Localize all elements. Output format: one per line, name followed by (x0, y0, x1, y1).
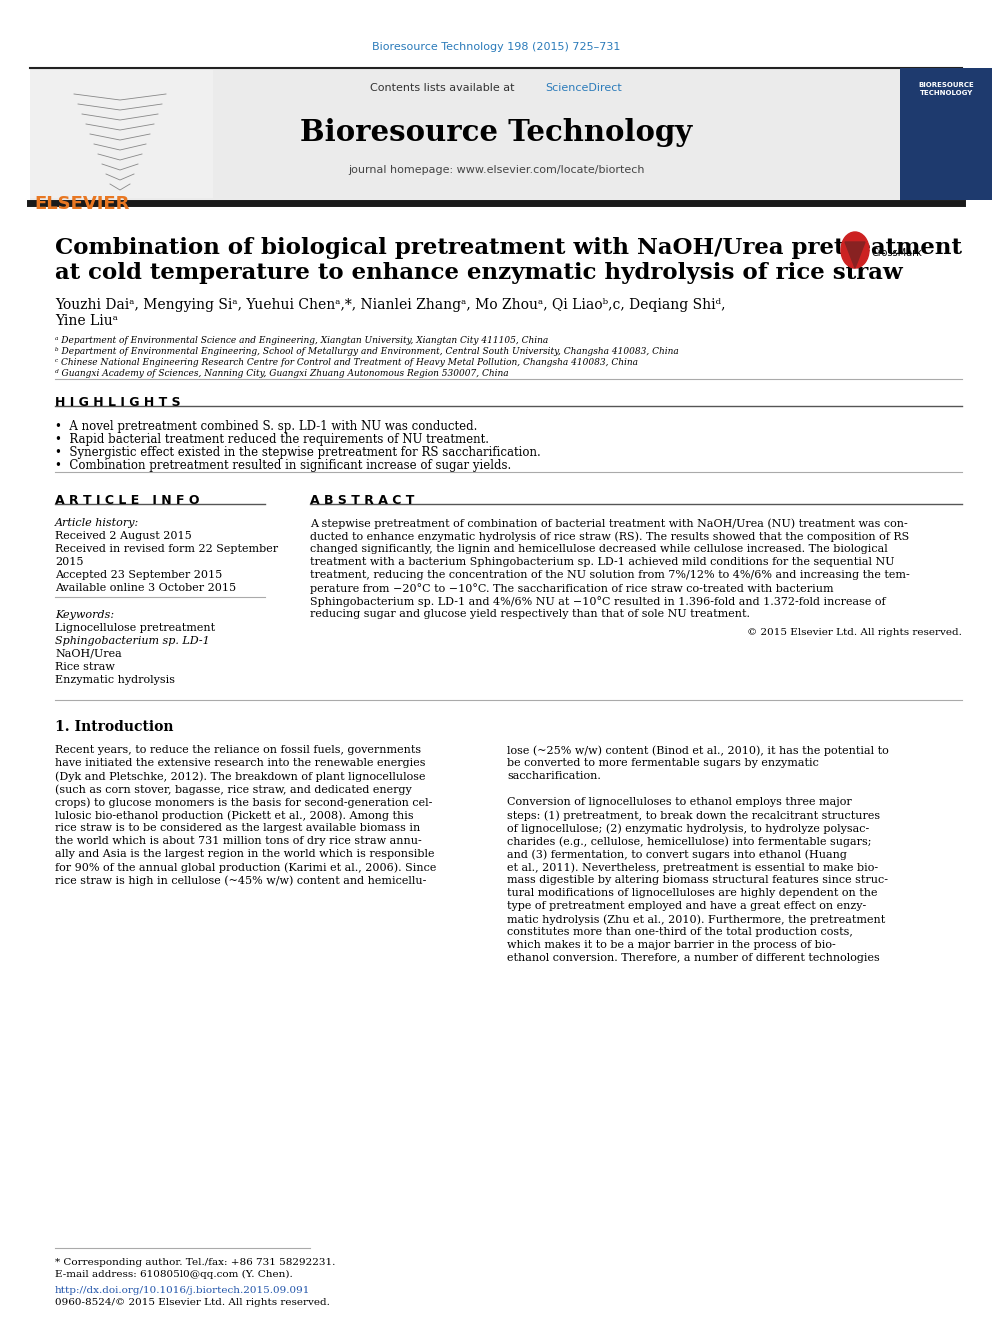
Text: Recent years, to reduce the reliance on fossil fuels, governments: Recent years, to reduce the reliance on … (55, 745, 422, 755)
Text: Accepted 23 September 2015: Accepted 23 September 2015 (55, 570, 222, 579)
Text: Sphingobacterium sp. LD-1: Sphingobacterium sp. LD-1 (55, 636, 209, 646)
Bar (30, 67, 962, 200)
Text: for 90% of the annual global production (Karimi et al., 2006). Since: for 90% of the annual global production … (55, 863, 436, 873)
Text: Keywords:: Keywords: (55, 610, 114, 620)
Text: type of pretreatment employed and have a great effect on enzy-: type of pretreatment employed and have a… (507, 901, 866, 912)
Text: Received in revised form 22 September: Received in revised form 22 September (55, 544, 278, 554)
Text: CrossMark: CrossMark (872, 247, 923, 258)
Text: treatment with a bacterium Sphingobacterium sp. LD-1 achieved mild conditions fo: treatment with a bacterium Sphingobacter… (310, 557, 895, 568)
Text: at cold temperature to enhance enzymatic hydrolysis of rice straw: at cold temperature to enhance enzymatic… (55, 262, 903, 284)
Text: http://dx.doi.org/10.1016/j.biortech.2015.09.091: http://dx.doi.org/10.1016/j.biortech.201… (55, 1286, 310, 1295)
Text: (such as corn stover, bagasse, rice straw, and dedicated energy: (such as corn stover, bagasse, rice stra… (55, 785, 412, 795)
Text: perature from −20°C to −10°C. The saccharification of rice straw co-treated with: perature from −20°C to −10°C. The saccha… (310, 583, 833, 594)
Text: lulosic bio-ethanol production (Pickett et al., 2008). Among this: lulosic bio-ethanol production (Pickett … (55, 810, 414, 820)
Text: steps: (1) pretreatment, to break down the recalcitrant structures: steps: (1) pretreatment, to break down t… (507, 810, 880, 820)
Text: ELSEVIER: ELSEVIER (35, 194, 130, 213)
Text: •  A novel pretreatment combined S. sp. LD-1 with NU was conducted.: • A novel pretreatment combined S. sp. L… (55, 419, 477, 433)
Text: and (3) fermentation, to convert sugars into ethanol (Huang: and (3) fermentation, to convert sugars … (507, 849, 847, 860)
Text: Received 2 August 2015: Received 2 August 2015 (55, 531, 191, 541)
Text: ᵈ Guangxi Academy of Sciences, Nanning City, Guangxi Zhuang Autonomous Region 53: ᵈ Guangxi Academy of Sciences, Nanning C… (55, 369, 509, 378)
Text: 1. Introduction: 1. Introduction (55, 720, 174, 734)
Text: H I G H L I G H T S: H I G H L I G H T S (55, 396, 181, 409)
Polygon shape (845, 242, 865, 269)
Text: ScienceDirect: ScienceDirect (545, 83, 622, 93)
Text: Article history:: Article history: (55, 519, 139, 528)
Text: Rice straw: Rice straw (55, 662, 115, 672)
Text: 2015: 2015 (55, 557, 83, 568)
Bar (900, 67, 992, 200)
Ellipse shape (841, 232, 869, 269)
Text: mass digestible by altering biomass structural features since struc-: mass digestible by altering biomass stru… (507, 875, 888, 885)
Text: lose (~25% w/w) content (Binod et al., 2010), it has the potential to: lose (~25% w/w) content (Binod et al., 2… (507, 745, 889, 755)
Text: the world which is about 731 million tons of dry rice straw annu-: the world which is about 731 million ton… (55, 836, 422, 845)
Text: •  Synergistic effect existed in the stepwise pretreatment for RS saccharificati: • Synergistic effect existed in the step… (55, 446, 541, 459)
Text: which makes it to be a major barrier in the process of bio-: which makes it to be a major barrier in … (507, 941, 835, 950)
Text: changed significantly, the lignin and hemicellulose decreased while cellulose in: changed significantly, the lignin and he… (310, 544, 888, 554)
Text: A B S T R A C T: A B S T R A C T (310, 493, 415, 507)
Text: Bioresource Technology 198 (2015) 725–731: Bioresource Technology 198 (2015) 725–73… (372, 42, 620, 52)
Text: ducted to enhance enzymatic hydrolysis of rice straw (RS). The results showed th: ducted to enhance enzymatic hydrolysis o… (310, 531, 910, 541)
Text: Combination of biological pretreatment with NaOH/Urea pretreatment: Combination of biological pretreatment w… (55, 237, 962, 259)
Text: E-mail address: 610805l0@qq.com (Y. Chen).: E-mail address: 610805l0@qq.com (Y. Chen… (55, 1270, 293, 1279)
Text: (Dyk and Pletschke, 2012). The breakdown of plant lignocellulose: (Dyk and Pletschke, 2012). The breakdown… (55, 771, 426, 782)
Text: journal homepage: www.elsevier.com/locate/biortech: journal homepage: www.elsevier.com/locat… (348, 165, 644, 175)
Text: ᵃ Department of Environmental Science and Engineering, Xiangtan University, Xian: ᵃ Department of Environmental Science an… (55, 336, 549, 345)
Text: Yine Liuᵃ: Yine Liuᵃ (55, 314, 118, 328)
Text: constitutes more than one-third of the total production costs,: constitutes more than one-third of the t… (507, 927, 853, 937)
Text: ally and Asia is the largest region in the world which is responsible: ally and Asia is the largest region in t… (55, 849, 434, 859)
Text: Sphingobacterium sp. LD-1 and 4%/6% NU at −10°C resulted in 1.396-fold and 1.372: Sphingobacterium sp. LD-1 and 4%/6% NU a… (310, 595, 886, 607)
Text: 0960-8524/© 2015 Elsevier Ltd. All rights reserved.: 0960-8524/© 2015 Elsevier Ltd. All right… (55, 1298, 330, 1307)
Text: Conversion of lignocelluloses to ethanol employs three major: Conversion of lignocelluloses to ethanol… (507, 796, 852, 807)
Text: saccharification.: saccharification. (507, 771, 601, 781)
Text: •  Rapid bacterial treatment reduced the requirements of NU treatment.: • Rapid bacterial treatment reduced the … (55, 433, 489, 446)
Text: of lignocellulose; (2) enzymatic hydrolysis, to hydrolyze polysac-: of lignocellulose; (2) enzymatic hydroly… (507, 823, 869, 833)
Text: * Corresponding author. Tel./fax: +86 731 58292231.: * Corresponding author. Tel./fax: +86 73… (55, 1258, 335, 1267)
Text: be converted to more fermentable sugars by enzymatic: be converted to more fermentable sugars … (507, 758, 818, 767)
Text: ᶜ Chinese National Engineering Research Centre for Control and Treatment of Heav: ᶜ Chinese National Engineering Research … (55, 359, 638, 366)
Text: charides (e.g., cellulose, hemicellulose) into fermentable sugars;: charides (e.g., cellulose, hemicellulose… (507, 836, 872, 847)
Text: A R T I C L E   I N F O: A R T I C L E I N F O (55, 493, 199, 507)
Text: BIORESOURCE
TECHNOLOGY: BIORESOURCE TECHNOLOGY (919, 82, 974, 97)
Text: •  Combination pretreatment resulted in significant increase of sugar yields.: • Combination pretreatment resulted in s… (55, 459, 511, 472)
Text: Available online 3 October 2015: Available online 3 October 2015 (55, 583, 236, 593)
Text: Bioresource Technology: Bioresource Technology (300, 118, 692, 147)
Text: et al., 2011). Nevertheless, pretreatment is essential to make bio-: et al., 2011). Nevertheless, pretreatmen… (507, 863, 878, 873)
Text: Contents lists available at: Contents lists available at (370, 83, 518, 93)
Text: NaOH/Urea: NaOH/Urea (55, 650, 122, 659)
Text: rice straw is to be considered as the largest available biomass in: rice straw is to be considered as the la… (55, 823, 421, 833)
Text: ethanol conversion. Therefore, a number of different technologies: ethanol conversion. Therefore, a number … (507, 953, 880, 963)
Text: A stepwise pretreatment of combination of bacterial treatment with NaOH/Urea (NU: A stepwise pretreatment of combination o… (310, 519, 908, 529)
Text: Lignocellulose pretreatment: Lignocellulose pretreatment (55, 623, 215, 632)
Text: © 2015 Elsevier Ltd. All rights reserved.: © 2015 Elsevier Ltd. All rights reserved… (747, 628, 962, 636)
Text: reducing sugar and glucose yield respectively than that of sole NU treatment.: reducing sugar and glucose yield respect… (310, 609, 750, 619)
Text: treatment, reducing the concentration of the NU solution from 7%/12% to 4%/6% an: treatment, reducing the concentration of… (310, 570, 910, 579)
Text: rice straw is high in cellulose (~45% w/w) content and hemicellu-: rice straw is high in cellulose (~45% w/… (55, 875, 427, 885)
Text: Youzhi Daiᵃ, Mengying Siᵃ, Yuehui Chenᵃ,*, Nianlei Zhangᵃ, Mo Zhouᵃ, Qi Liaoᵇ,c,: Youzhi Daiᵃ, Mengying Siᵃ, Yuehui Chenᵃ,… (55, 298, 725, 312)
Text: crops) to glucose monomers is the basis for second-generation cel-: crops) to glucose monomers is the basis … (55, 796, 433, 807)
Text: have initiated the extensive research into the renewable energies: have initiated the extensive research in… (55, 758, 426, 767)
Bar (30, 70, 213, 198)
Text: matic hydrolysis (Zhu et al., 2010). Furthermore, the pretreatment: matic hydrolysis (Zhu et al., 2010). Fur… (507, 914, 885, 925)
Text: tural modifications of lignocelluloses are highly dependent on the: tural modifications of lignocelluloses a… (507, 888, 878, 898)
Text: ᵇ Department of Environmental Engineering, School of Metallurgy and Environment,: ᵇ Department of Environmental Engineerin… (55, 347, 679, 356)
Text: Enzymatic hydrolysis: Enzymatic hydrolysis (55, 675, 175, 685)
